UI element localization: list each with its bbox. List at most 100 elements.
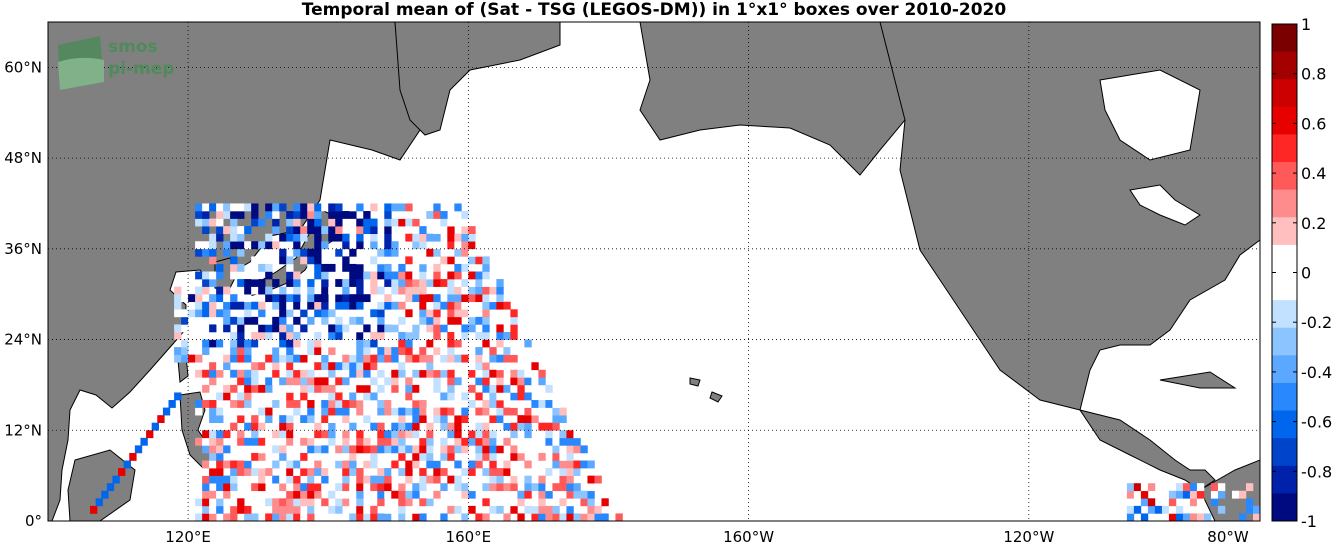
data-cell [524, 400, 532, 408]
data-cell [377, 430, 385, 439]
data-cell [566, 475, 574, 484]
data-cell [475, 279, 483, 287]
data-cell [510, 505, 518, 514]
data-cell [426, 452, 434, 461]
data-cell [307, 430, 315, 439]
data-cell [468, 513, 476, 521]
data-cell [1196, 498, 1205, 507]
data-cell [384, 513, 392, 521]
data-cell [377, 475, 385, 484]
data-cell [356, 286, 364, 295]
data-cell [531, 498, 539, 507]
data-cell [195, 218, 203, 227]
data-cell [244, 309, 252, 318]
data-cell [1126, 505, 1135, 514]
data-cell [174, 324, 182, 333]
colorbar-segment [1272, 355, 1297, 384]
data-cell [580, 445, 588, 454]
data-cell [580, 513, 588, 521]
data-cell [370, 362, 378, 371]
data-cell [419, 301, 427, 310]
data-cell [265, 475, 273, 484]
data-cell [349, 369, 357, 378]
data-cell [545, 437, 553, 446]
kamchatka-landmass [394, 22, 561, 136]
data-cell [377, 211, 385, 219]
data-cell [335, 218, 343, 227]
data-cell [307, 248, 315, 257]
data-cell [134, 445, 143, 454]
data-cell [510, 377, 518, 386]
data-cell [209, 452, 217, 461]
data-cell [398, 301, 406, 310]
data-cell [468, 437, 476, 446]
data-cell [265, 324, 273, 333]
data-cell [573, 437, 581, 446]
data-cell [209, 415, 217, 424]
data-cell [223, 309, 231, 318]
data-cell [230, 316, 238, 325]
lon-tick-label: 160°W [723, 528, 774, 544]
data-cell [419, 241, 427, 250]
data-cell [454, 263, 462, 272]
data-cell [433, 415, 441, 424]
data-cell [538, 513, 546, 521]
data-cell [475, 392, 483, 401]
data-cell [384, 475, 392, 484]
data-cell [258, 384, 266, 393]
data-cell [258, 475, 266, 484]
data-cell [251, 286, 259, 295]
data-cell [454, 279, 462, 287]
data-cell [223, 483, 231, 492]
data-cell [566, 498, 574, 507]
data-cell [237, 415, 245, 424]
data-cell [279, 256, 287, 265]
lat-tick-label: 48°N [4, 149, 42, 167]
data-cell [377, 422, 385, 431]
data-cell [209, 279, 217, 287]
data-cell [209, 445, 217, 454]
data-cell [349, 445, 357, 454]
data-cell [510, 369, 518, 378]
data-cell [412, 279, 420, 287]
data-cell [307, 505, 315, 514]
data-cell [468, 324, 476, 333]
data-cell [307, 498, 315, 507]
data-cell [363, 460, 371, 469]
data-cell [363, 362, 371, 371]
data-cell [1245, 498, 1254, 507]
data-cell [342, 362, 350, 371]
data-cell [447, 422, 455, 431]
data-cell [454, 203, 462, 212]
data-cell [391, 286, 399, 295]
data-cell [342, 513, 350, 521]
colorbar-segment [1272, 438, 1297, 467]
data-cell [363, 339, 371, 348]
data-cell [181, 309, 189, 318]
data-cell [454, 415, 462, 424]
data-cell [552, 513, 560, 521]
colorbar-segment [1272, 244, 1297, 273]
data-cell [384, 226, 392, 234]
data-cell [223, 475, 231, 484]
data-cell [356, 430, 364, 439]
data-cell [307, 437, 315, 446]
data-cell [538, 377, 546, 386]
data-cell [489, 437, 497, 446]
lat-tick-label: 36°N [4, 240, 42, 258]
data-cell [321, 294, 329, 303]
data-cell [559, 475, 567, 484]
data-cell [349, 400, 357, 408]
data-cell [265, 203, 273, 212]
data-cell [279, 339, 287, 348]
data-cell [223, 226, 231, 234]
data-cell [524, 369, 532, 378]
data-cell [286, 218, 294, 227]
data-cell [363, 377, 371, 386]
data-cell [510, 452, 518, 461]
lon-tick-label: 80°W [1207, 528, 1249, 544]
data-cell [335, 445, 343, 454]
data-cell [377, 256, 385, 265]
data-cell [342, 241, 350, 250]
data-cell [251, 301, 259, 310]
